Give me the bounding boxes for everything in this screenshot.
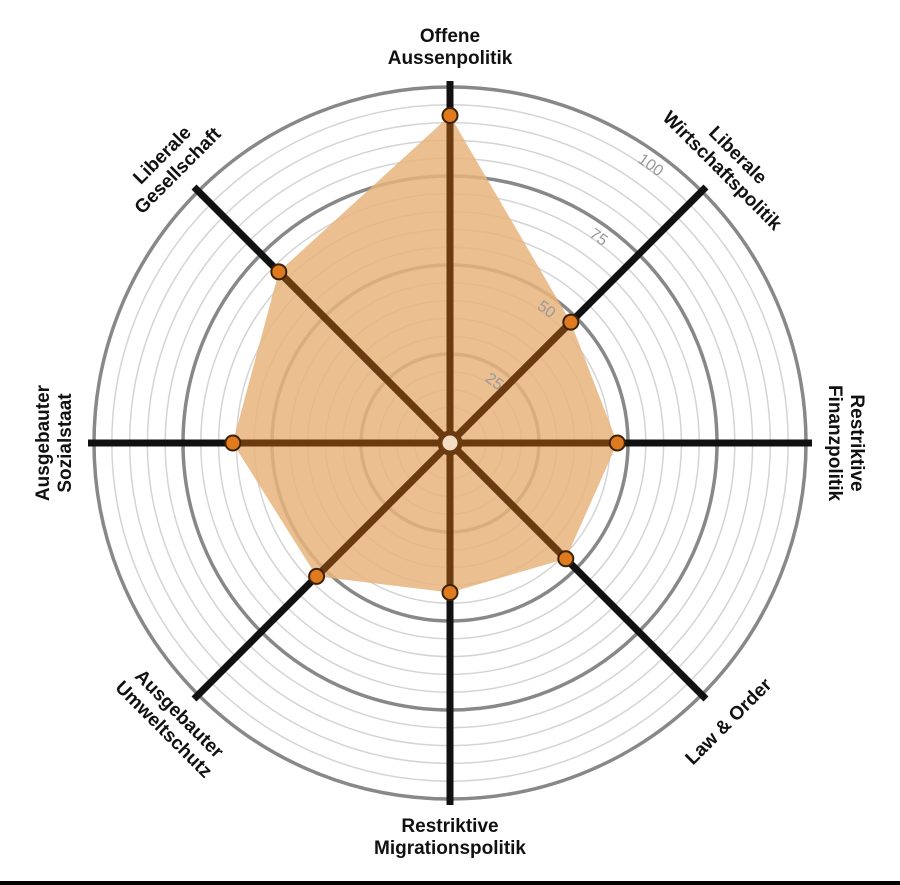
- axis-label-line: Aussenpolitik: [388, 48, 513, 69]
- data-point: [270, 263, 288, 281]
- radar-area-layer: [232, 115, 618, 593]
- axis-label: Ausgebauter Sozialstaat: [33, 384, 76, 501]
- data-point: [441, 584, 459, 602]
- axis-label-line: Restriktive: [846, 394, 867, 491]
- value-spoke: [447, 319, 574, 446]
- axis-label-line: Restriktive: [401, 816, 498, 837]
- axis-label-line: Sozialstaat: [55, 393, 76, 493]
- axis-label-line: Finanzpolitik: [824, 385, 845, 502]
- data-point: [557, 550, 575, 568]
- center-hub: [437, 430, 463, 456]
- radar-center: [437, 430, 463, 456]
- data-point: [562, 313, 580, 331]
- radar-points: [224, 106, 626, 602]
- axis-label-line: Migrationspolitik: [374, 838, 526, 859]
- data-point: [308, 567, 326, 585]
- data-point: [608, 434, 626, 452]
- value-spoke: [447, 440, 569, 562]
- tick-label: 75: [586, 226, 610, 250]
- radar-area: [232, 115, 618, 593]
- value-spoke: [276, 269, 453, 446]
- value-spoke: [314, 440, 453, 579]
- bottom-rule: [0, 881, 900, 885]
- data-point: [224, 434, 242, 452]
- axis-label-line: Offene: [420, 26, 480, 47]
- data-point: [441, 106, 459, 124]
- radar-axes: [88, 81, 812, 805]
- axis-label-line: Ausgebauter: [33, 384, 54, 501]
